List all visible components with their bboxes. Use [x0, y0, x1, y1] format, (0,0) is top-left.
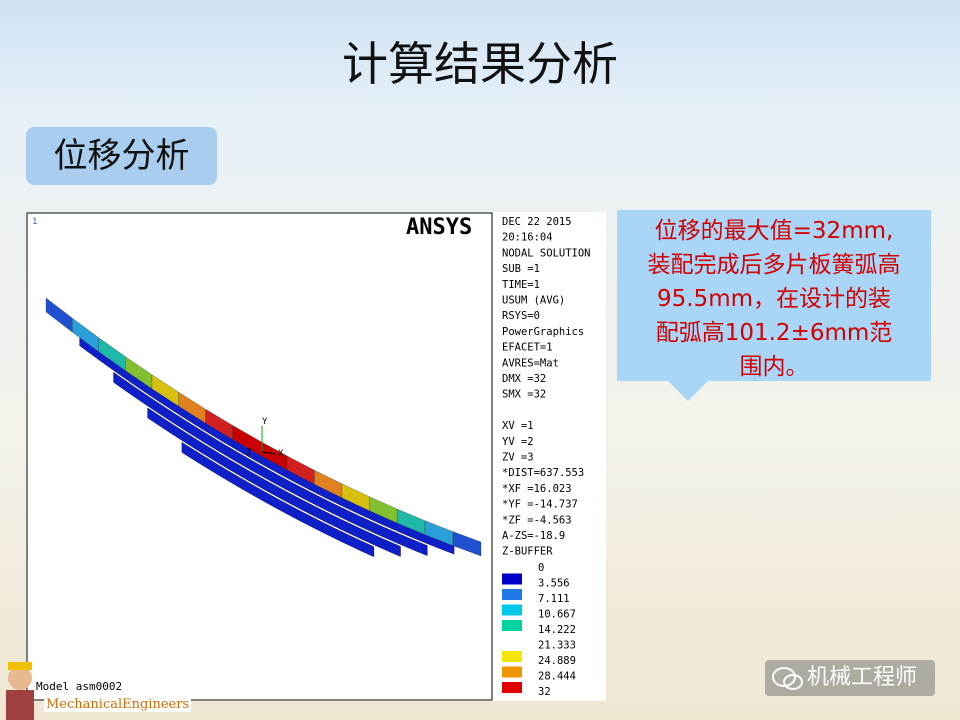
callout-line: 装配完成后多片板簧弧高: [647, 252, 901, 278]
info-line: DMX =32: [502, 373, 546, 385]
spring-leaf: [147, 407, 401, 557]
spring-model: [45, 297, 482, 558]
legend-label: 28.444: [538, 671, 576, 683]
callout: 位移的最大值=32mm, 装配完成后多片板簧弧高 95.5mm，在设计的装 配弧高10…: [617, 210, 931, 381]
info-line: *ZF =-4.563: [502, 514, 572, 526]
legend-label: 7.111: [538, 593, 570, 605]
legend-swatch: [502, 666, 522, 678]
legend-label: 0: [538, 562, 544, 574]
info-line: EFACET=1: [502, 342, 553, 354]
info-line: YV =2: [502, 436, 534, 448]
model-label: Model asm0002: [36, 680, 122, 693]
wechat-icon: [772, 667, 803, 690]
triad-label: Z: [246, 448, 252, 458]
callout-line: 95.5mm，在设计的装: [656, 286, 892, 312]
legend-swatch: [502, 651, 522, 662]
info-line: *DIST=637.553: [502, 467, 584, 479]
section-label: 位移分析: [26, 127, 217, 185]
mascot: [6, 662, 34, 720]
info-line: TIME=1: [502, 279, 540, 291]
legend-label: 21.333: [538, 640, 576, 652]
ansys-logo: ANSYS: [406, 215, 472, 240]
info-line: XV =1: [502, 420, 534, 432]
triad-label: Y: [262, 417, 268, 427]
legend-label: 24.889: [538, 655, 576, 667]
info-line: DEC 22 2015: [502, 216, 572, 228]
spring-leaf: [181, 441, 375, 558]
info-line: *XF =16.023: [502, 483, 572, 495]
info-line: AVRES=Mat: [502, 357, 559, 369]
info-line: Z-BUFFER: [502, 546, 553, 558]
info-line: A-ZS=-18.9: [502, 530, 565, 542]
ansys-result-image: 1 ANSYS Model asm0002 Y X Z DEC 22 2015 20:16:0…: [26, 212, 606, 701]
info-line: SUB =1: [502, 263, 540, 275]
triad-axis: [261, 451, 277, 455]
info-line: *YF =-14.737: [502, 499, 578, 511]
callout-pointer: [668, 381, 708, 401]
info-line: 20:16:04: [502, 232, 553, 244]
info-line: RSYS=0: [502, 310, 540, 322]
spring-leaf: [113, 371, 428, 556]
legend-swatch: [502, 635, 522, 647]
legend-swatch: [502, 589, 522, 600]
legend-swatch: [502, 604, 522, 616]
info-line: USUM (AVG): [502, 295, 565, 307]
legend-swatch: [502, 573, 522, 585]
info-line: PowerGraphics: [502, 326, 584, 338]
logo-text: MechanicalEngineers: [44, 697, 192, 712]
legend-label: 32: [538, 686, 551, 698]
slide-title: 计算结果分析: [342, 37, 618, 91]
callout-line: 围内。: [739, 354, 809, 380]
spring-segment: [452, 531, 482, 557]
legend-label: 10.667: [538, 609, 576, 621]
watermark: 机械工程师: [765, 660, 935, 696]
info-line: SMX =32: [502, 389, 546, 401]
info-line: NODAL SOLUTION: [502, 247, 591, 259]
info-line: ZV =3: [502, 452, 534, 464]
legend-swatch: [502, 620, 522, 631]
callout-line: 位移的最大值=32mm,: [654, 218, 894, 244]
window-number: 1: [32, 217, 37, 227]
legend-label: 3.556: [538, 578, 570, 590]
triad-label: X: [278, 449, 284, 459]
legend-label: 14.222: [538, 624, 576, 636]
legend-swatch: [502, 682, 522, 693]
callout-line: 配弧高101.2±6mm范: [655, 320, 893, 346]
